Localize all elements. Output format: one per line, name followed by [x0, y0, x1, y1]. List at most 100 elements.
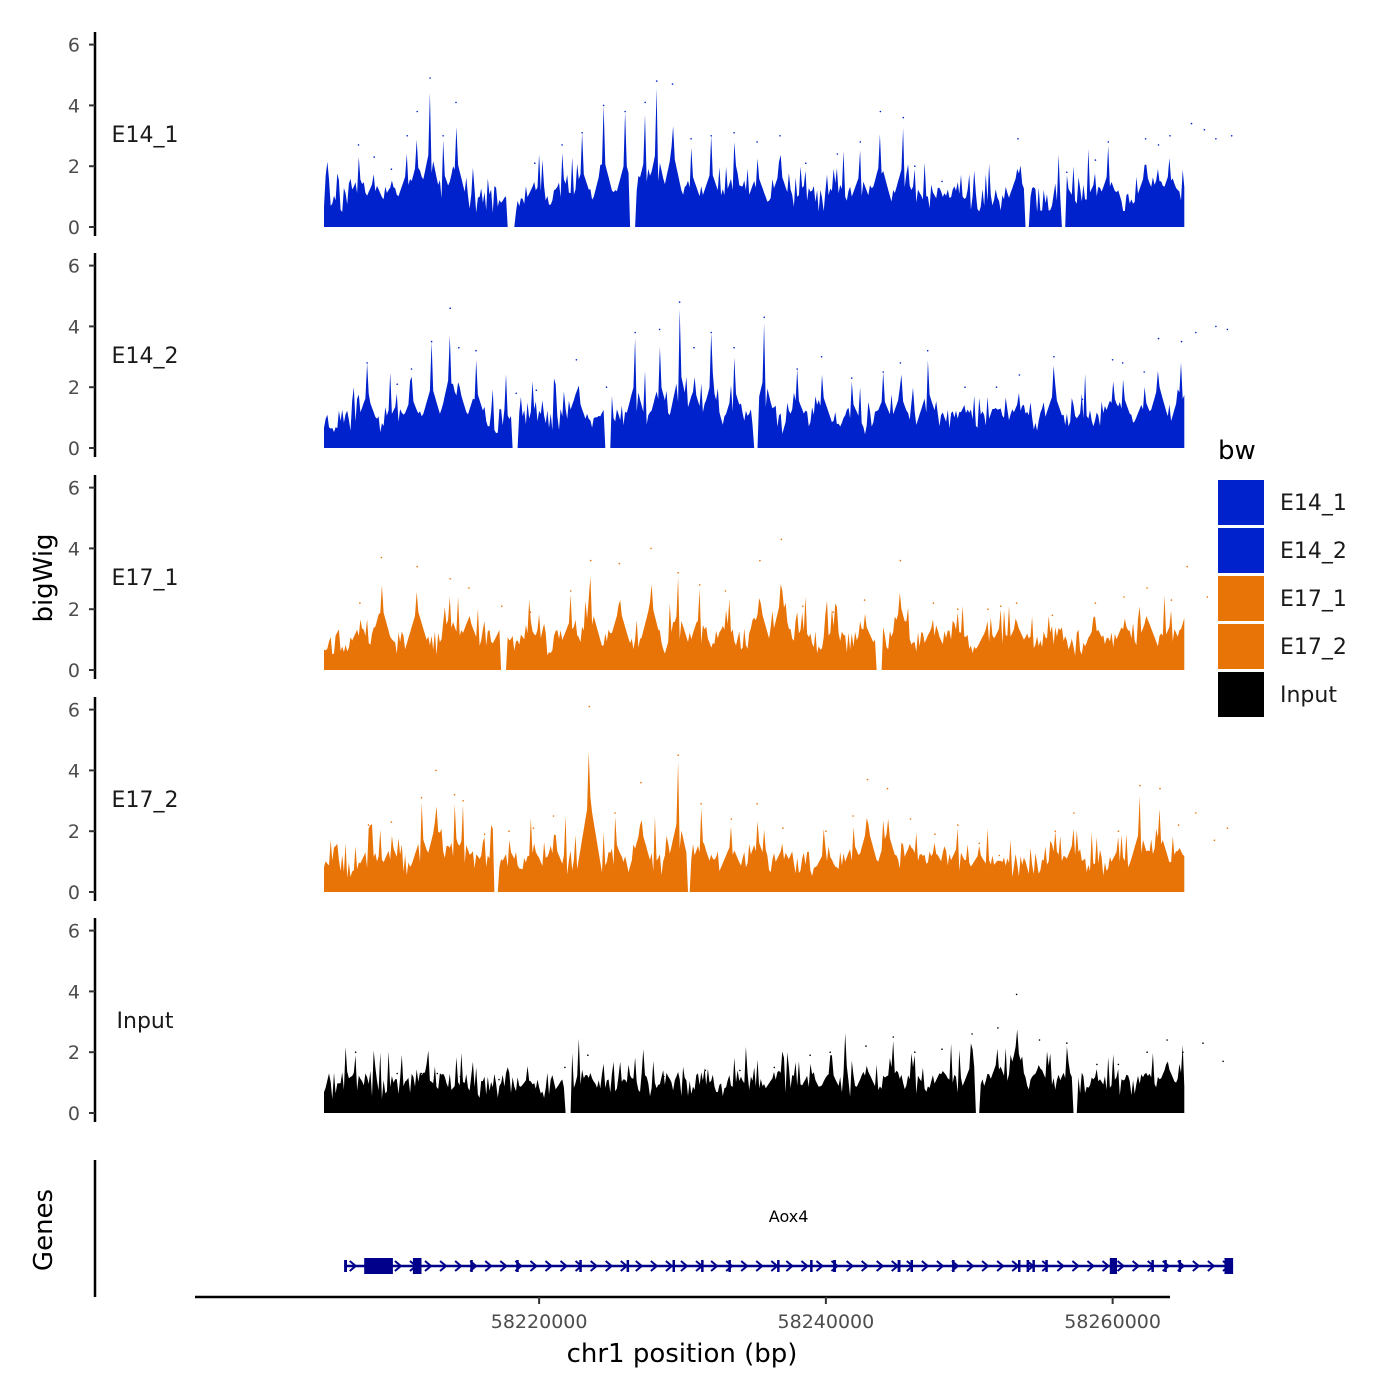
strand-arrow	[1056, 1260, 1065, 1272]
peak-point	[655, 80, 658, 82]
y-axis-title: bigWig	[29, 533, 59, 622]
peak-point	[390, 168, 393, 170]
peak-point	[865, 1045, 867, 1047]
peak-point	[763, 316, 765, 319]
y-tick-label: 2	[68, 1042, 80, 1064]
peak-point	[997, 1027, 999, 1029]
peak-point	[628, 1075, 631, 1078]
peak-point	[1053, 356, 1055, 358]
exon	[910, 1260, 913, 1272]
peak-point	[892, 1036, 895, 1038]
strand-arrow	[981, 1260, 990, 1272]
peak-point	[957, 608, 959, 610]
peak-point	[575, 359, 578, 361]
peak-point	[498, 1078, 500, 1081]
y-tick-label: 0	[68, 882, 80, 904]
peak-point	[1206, 596, 1209, 598]
peak-point	[357, 144, 360, 146]
exon	[728, 1260, 731, 1272]
strand-arrow	[559, 1260, 569, 1272]
peak-point	[650, 547, 652, 550]
peak-point	[380, 556, 383, 559]
legend-swatch	[1218, 480, 1264, 525]
strand-arrow	[845, 1260, 855, 1272]
peak-point	[618, 562, 621, 565]
peak-point	[1017, 138, 1019, 140]
track-label: E14_2	[112, 344, 179, 369]
peak-point	[602, 104, 605, 107]
peak-point	[561, 144, 563, 146]
strand-arrow	[800, 1260, 809, 1272]
peak-point	[971, 1033, 973, 1035]
y-tick-label: 6	[68, 478, 80, 500]
peak-point	[671, 83, 674, 85]
exon	[1026, 1260, 1030, 1272]
strand-arrow	[680, 1260, 689, 1272]
peak-point	[796, 368, 798, 370]
peak-point	[430, 340, 433, 343]
legend-label: E17_2	[1280, 635, 1347, 660]
strand-arrow	[454, 1260, 463, 1272]
strand-arrow	[1041, 1260, 1050, 1272]
strand-arrow	[996, 1260, 1005, 1272]
y-tick-label: 2	[68, 599, 80, 621]
legend-swatch	[1218, 528, 1264, 573]
peak-point	[564, 1066, 566, 1069]
y-tick-label: 4	[68, 316, 80, 338]
peak-point	[902, 116, 905, 119]
y-tick-label: 2	[68, 377, 80, 399]
exon	[626, 1260, 630, 1272]
legend-label: E14_1	[1280, 491, 1347, 516]
peak-point	[1159, 787, 1161, 790]
peak-point	[406, 135, 409, 137]
peak-point	[809, 1054, 811, 1056]
y-tick-label: 4	[68, 760, 80, 782]
peak-point	[1144, 138, 1147, 140]
peak-point	[416, 110, 419, 113]
legend-label: E17_1	[1280, 587, 1347, 612]
strand-arrow	[936, 1260, 945, 1272]
peak-point	[850, 377, 853, 379]
strand-arrow	[424, 1260, 433, 1272]
peak-point	[589, 559, 592, 562]
y-tick-label: 4	[68, 95, 80, 117]
peak-point	[1180, 340, 1183, 343]
legend-swatch	[1218, 624, 1264, 669]
exon	[470, 1260, 473, 1272]
peak-point	[515, 392, 517, 395]
peak-point	[1111, 359, 1114, 361]
peak-point	[866, 778, 869, 781]
peak-point	[733, 132, 735, 134]
x-tick-label: 58240000	[778, 1311, 875, 1333]
peak-point	[1146, 587, 1148, 589]
exon	[777, 1260, 780, 1272]
y-tick-label: 4	[68, 981, 80, 1003]
y-tick-label: 0	[68, 438, 80, 460]
peak-point	[1146, 1051, 1148, 1053]
peak-point	[1117, 1063, 1120, 1066]
peak-point	[1121, 362, 1124, 364]
peak-point	[1066, 1042, 1068, 1044]
peak-point	[779, 135, 781, 137]
legend-label: Input	[1280, 683, 1337, 708]
peak-point	[453, 793, 456, 796]
strand-arrow	[439, 1260, 448, 1272]
peak-point	[588, 705, 591, 708]
exon	[672, 1260, 675, 1272]
peak-point	[1215, 138, 1217, 140]
peak-point	[739, 1069, 741, 1072]
peak-point	[634, 331, 636, 334]
track-input: 0 2 4 6 Input	[68, 918, 1224, 1125]
peak-point	[1213, 839, 1216, 842]
exon	[833, 1260, 836, 1272]
peak-point	[690, 138, 692, 140]
peak-point	[624, 110, 626, 113]
peak-point	[534, 162, 536, 164]
exon	[701, 1260, 704, 1272]
peak-point	[782, 827, 784, 829]
peak-point	[756, 803, 758, 805]
peak-point	[449, 578, 452, 580]
peak-point	[1081, 398, 1084, 401]
peak-point	[693, 346, 695, 349]
